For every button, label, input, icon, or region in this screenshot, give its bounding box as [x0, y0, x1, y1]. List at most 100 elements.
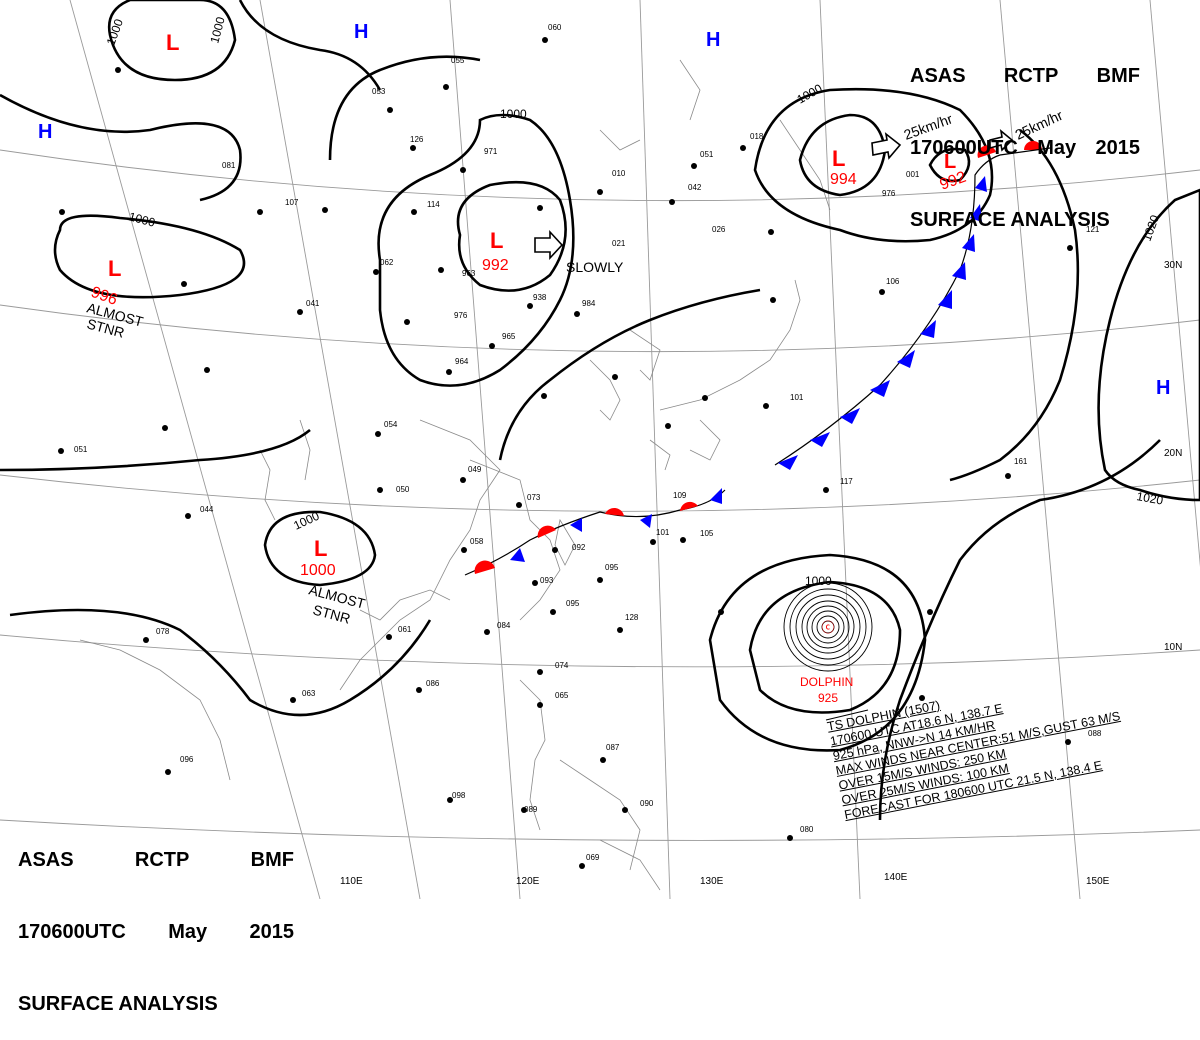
- high-marker: H: [706, 29, 720, 51]
- header-line-2: 170600UTC May 2015: [18, 920, 294, 944]
- station-value: 117: [840, 477, 853, 486]
- slowly-label: SLOWLY: [566, 259, 624, 275]
- header-agency: ASAS: [18, 849, 74, 871]
- lon-labels: 110E 120E 130E 140E 150E: [340, 872, 1110, 887]
- lon-label: 120E: [516, 876, 540, 887]
- station-value: 971: [484, 147, 498, 156]
- station-value: 095: [566, 599, 580, 608]
- low-pressure: 992: [482, 257, 509, 274]
- header-time: 170600UTC: [910, 137, 1018, 159]
- station-value: 051: [74, 445, 88, 454]
- lon-label: 110E: [340, 876, 363, 887]
- high-marker: H: [1156, 377, 1170, 399]
- station-value: 021: [612, 239, 626, 248]
- station-value: 976: [454, 311, 468, 320]
- header-station: RCTP: [1003, 65, 1059, 87]
- station-plots: [58, 37, 1073, 869]
- station-value: 026: [712, 225, 726, 234]
- lat-label: 10N: [1164, 642, 1182, 653]
- low-marker: L: [832, 146, 845, 171]
- station-value: 063: [302, 689, 316, 698]
- header-month: May: [168, 921, 208, 943]
- lat-labels: 30N 20N 10N: [1164, 260, 1182, 653]
- header-month: May: [1037, 137, 1077, 159]
- isobar-label: 1020: [1135, 489, 1164, 507]
- station-value: 114: [427, 200, 440, 209]
- station-value: 084: [497, 621, 511, 630]
- station-value: 051: [700, 150, 714, 159]
- station-value: 041: [306, 299, 320, 308]
- typhoon-symbol: ⓒ: [821, 621, 834, 636]
- station-value: 086: [426, 679, 440, 688]
- station-value: 078: [156, 627, 170, 636]
- station-value: 107: [285, 198, 299, 207]
- station-value: 054: [384, 420, 398, 429]
- graticule: [0, 0, 1200, 899]
- typhoon-labels: DOLPHIN 925: [800, 675, 853, 705]
- station-value: 010: [612, 169, 626, 178]
- station-value: 061: [398, 625, 412, 634]
- station-value: 001: [906, 170, 920, 179]
- cold-front-marks: [510, 488, 722, 562]
- station-value: 042: [688, 183, 702, 192]
- station-value: 018: [750, 132, 764, 141]
- high-markers: H H H H: [38, 21, 1170, 399]
- station-value: 044: [200, 505, 214, 514]
- low-pressure: 1000: [300, 562, 336, 579]
- station-value: 062: [380, 258, 394, 267]
- station-value: 963: [462, 269, 476, 278]
- station-value: 128: [625, 613, 639, 622]
- low-pressures: 996 992 994 992 1000: [89, 169, 969, 579]
- station-value: 092: [572, 543, 586, 552]
- low-marker: L: [944, 151, 956, 173]
- station-value: 095: [605, 563, 619, 572]
- low-marker: L: [108, 256, 121, 281]
- station-value: 984: [582, 299, 596, 308]
- station-value: 964: [455, 357, 469, 366]
- header-unit: BMF: [1096, 65, 1140, 87]
- header-line-1: ASAS RCTP BMF: [18, 848, 294, 872]
- station-value: 109: [673, 491, 687, 500]
- header-top: ASAS RCTP BMF 170600UTC May 2015 SURFACE…: [910, 16, 1140, 256]
- lon-label: 130E: [700, 876, 724, 887]
- station-value: 093: [540, 576, 554, 585]
- header-year: 2015: [249, 921, 295, 943]
- station-value: 087: [606, 743, 620, 752]
- station-value: 089: [524, 805, 538, 814]
- station-value: 080: [800, 825, 814, 834]
- lat-label: 20N: [1164, 448, 1182, 459]
- header-station: RCTP: [134, 849, 190, 871]
- header-agency: ASAS: [910, 65, 966, 87]
- lat-label: 30N: [1164, 260, 1182, 271]
- isobar-label: 1000: [127, 209, 157, 230]
- station-value: 121: [1086, 225, 1100, 234]
- station-value: 050: [396, 485, 410, 494]
- station-value: 074: [555, 661, 569, 670]
- station-value: 058: [470, 537, 484, 546]
- station-value: 053: [372, 87, 386, 96]
- station-value: 088: [1088, 729, 1102, 738]
- typhoon-name: DOLPHIN: [800, 675, 853, 689]
- isobar-label: 1000: [500, 107, 527, 121]
- station-value: 938: [533, 293, 547, 302]
- header-line-1: ASAS RCTP BMF: [910, 64, 1140, 88]
- station-value: 049: [468, 465, 482, 474]
- station-value: 069: [586, 853, 600, 862]
- station-value: 060: [548, 23, 562, 32]
- warm-front-marks: [474, 141, 1042, 574]
- typhoon-pressure: 925: [818, 691, 838, 705]
- isobar-label: 1000: [805, 574, 832, 588]
- lon-label: 150E: [1086, 876, 1110, 887]
- info-leader: [825, 709, 869, 721]
- high-marker: H: [354, 21, 368, 43]
- station-value: 101: [656, 528, 670, 537]
- low-pressure: 994: [830, 171, 857, 188]
- header-year: 2015: [1095, 137, 1141, 159]
- motion-arrows: [534, 129, 1014, 261]
- station-value: 101: [790, 393, 804, 402]
- header-line-2: 170600UTC May 2015: [910, 136, 1140, 160]
- surface-analysis-map: ⓒ: [0, 0, 1200, 899]
- station-values: 060 055 053 126 971 010 021 042 051 018 …: [74, 23, 1102, 862]
- station-value: 096: [180, 755, 194, 764]
- station-value: 073: [527, 493, 541, 502]
